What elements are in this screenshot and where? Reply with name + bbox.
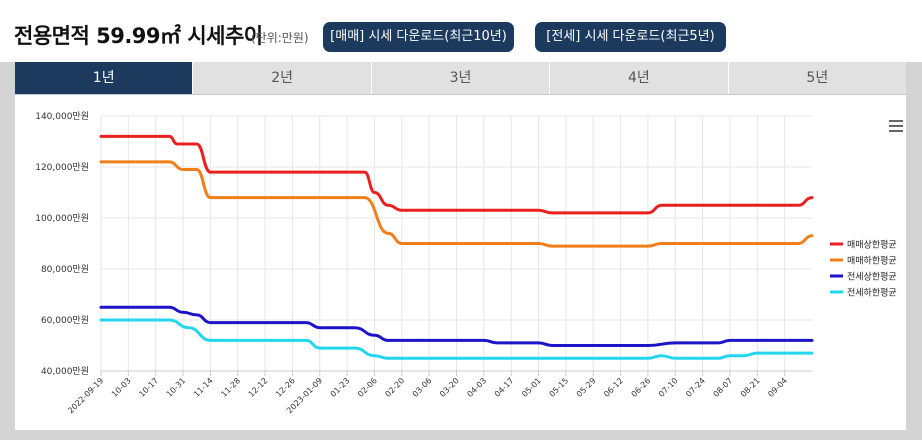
y-axis: 140,000만원 120,000만원 100,000만원 80,000만원 60,00…: [35, 111, 89, 377]
legend-label: 매매상한평균: [847, 240, 897, 251]
x-tick-label: 04-17: [493, 376, 516, 399]
series-line: [99, 318, 814, 360]
x-tick-label: 03-20: [438, 376, 461, 399]
legend-label: 전세하한평균: [847, 288, 897, 299]
price-trend-chart: 140,000만원 120,000만원 100,000만원 80,000만원 60,00…: [35, 111, 897, 415]
frame-right: [906, 62, 922, 440]
x-tick-label: 07-24: [684, 376, 707, 399]
x-axis: 2022-09-19 10-03 10-17 10-31 11-14 11-28 12-12…: [66, 370, 812, 415]
x-tick-label: 10-31: [165, 376, 188, 399]
x-tick-label: 10-03: [110, 376, 133, 399]
x-tick-label: 02-20: [383, 376, 406, 399]
x-tick-label: 11-14: [192, 376, 215, 399]
x-tick-label: 02-06: [356, 376, 379, 399]
tab-3-year[interactable]: 3년: [372, 62, 551, 94]
y-tick-label: 80,000만원: [41, 264, 89, 275]
series-line: [99, 134, 814, 215]
x-tick-label: 12-12: [247, 376, 270, 399]
y-tick-label: 40,000만원: [41, 366, 89, 377]
unit-label: (단위:만원): [251, 31, 309, 45]
tab-5-year[interactable]: 5년: [806, 70, 829, 86]
chart-menu-icon[interactable]: [889, 120, 903, 132]
page-title: 전용면적 59.99㎡ 시세추이: [14, 24, 263, 48]
tab-4-year[interactable]: 4년: [550, 62, 729, 94]
x-tick-label: 01-23: [329, 376, 352, 399]
legend-label: 매매하한평균: [847, 256, 897, 267]
page-header: 전용면적 59.99㎡ 시세추이 (단위:만원) [매매] 시세 다운로드(최근…: [0, 0, 922, 62]
period-tabs: 1년 2년 3년 4년 5년: [15, 62, 906, 95]
x-tick-label: 05-15: [547, 376, 570, 399]
x-tick-label: 10-17: [137, 376, 160, 399]
legend-label: 전세상한평균: [847, 272, 897, 283]
tab-1-year[interactable]: 1년: [15, 62, 194, 94]
series-line: [99, 305, 814, 348]
x-tick-label: 06-26: [630, 376, 653, 399]
x-tick-label: 05-01: [520, 376, 543, 399]
x-tick-label: 08-07: [712, 376, 735, 399]
x-tick-label: 11-28: [219, 376, 242, 399]
x-tick-label: 03-06: [411, 376, 434, 399]
x-tick-label: 12-26: [274, 376, 297, 399]
x-tick-label: 05-29: [575, 376, 598, 399]
x-tick-label: 2022-09-19: [66, 376, 105, 415]
y-tick-label: 60,000만원: [41, 315, 89, 326]
y-tick-label: 140,000만원: [35, 111, 89, 122]
tab-2-year[interactable]: 2년: [193, 62, 372, 94]
y-tick-label: 100,000만원: [35, 213, 89, 224]
frame-left: [0, 62, 15, 440]
download-jeonse-button[interactable]: [전세] 시세 다운로드(최근5년): [535, 22, 726, 52]
x-tick-label: 06-12: [602, 376, 625, 399]
x-tick-label: 08-21: [739, 376, 762, 399]
series-lines: [99, 134, 814, 360]
x-tick-label: 07-10: [657, 376, 680, 399]
y-tick-label: 120,000만원: [35, 162, 89, 173]
frame-bottom: [0, 430, 922, 440]
download-sale-button[interactable]: [매매] 시세 다운로드(최근10년): [323, 22, 514, 52]
x-tick-label: 04-03: [465, 376, 488, 399]
series-line: [99, 160, 814, 248]
x-tick-label: 09-04: [766, 376, 789, 399]
